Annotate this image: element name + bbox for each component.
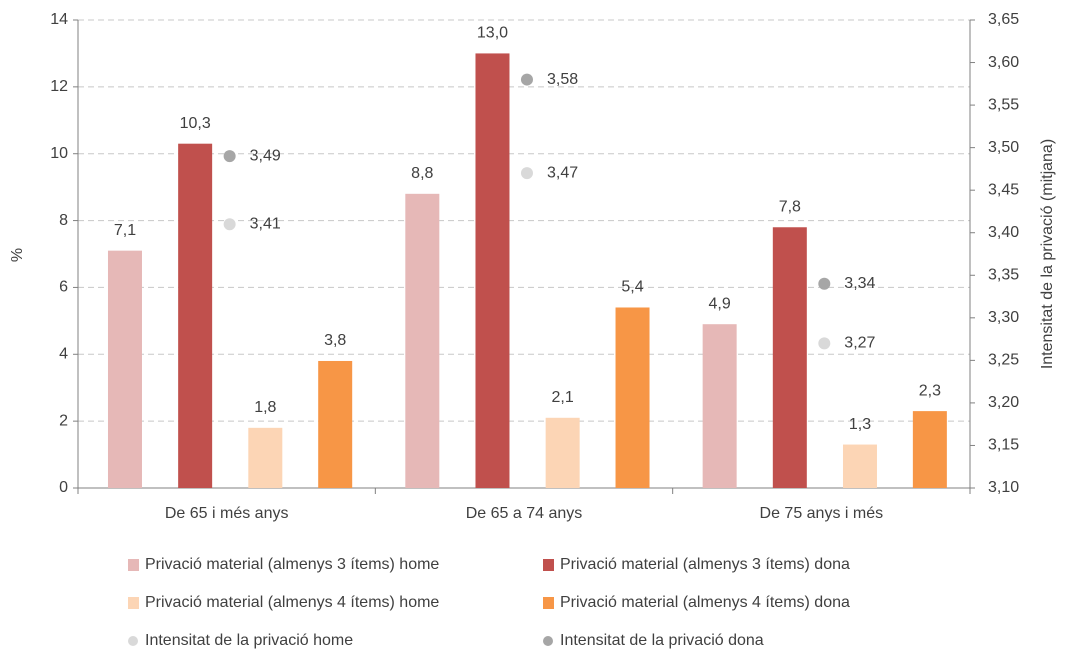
- y2-tick-label: 3,15: [988, 437, 1019, 454]
- data-label: 2,1: [552, 389, 574, 406]
- data-label: 10,3: [180, 115, 211, 132]
- data-label: 2,3: [919, 382, 941, 399]
- legend-marker: [543, 559, 554, 571]
- legend-marker: [128, 636, 138, 646]
- legend-label: Intensitat de la privació home: [145, 632, 353, 649]
- data-label: 3,8: [324, 332, 346, 349]
- y2-tick-label: 3,10: [988, 479, 1019, 496]
- data-label: 4,9: [709, 295, 731, 312]
- bar: [545, 417, 580, 488]
- legend-marker: [543, 597, 554, 609]
- y-axis-title: %: [9, 248, 26, 262]
- legend-label: Privació material (almenys 4 ítems) dona: [560, 594, 850, 611]
- y-tick-label: 14: [50, 11, 68, 28]
- legend-marker: [128, 597, 139, 609]
- data-label: 3,58: [547, 71, 578, 88]
- bar: [248, 427, 283, 488]
- data-label: 5,4: [621, 279, 643, 296]
- data-label: 7,8: [779, 198, 801, 215]
- data-label: 1,3: [849, 416, 871, 433]
- bar: [475, 53, 510, 489]
- y2-tick-label: 3,45: [988, 181, 1019, 198]
- y-tick-label: 12: [50, 78, 68, 95]
- data-label: 8,8: [411, 165, 433, 182]
- y2-tick-label: 3,60: [988, 54, 1019, 71]
- dot: [223, 218, 236, 231]
- y2-tick-label: 3,50: [988, 139, 1019, 156]
- data-label: 3,34: [844, 275, 875, 292]
- bar: [318, 360, 353, 488]
- dot: [520, 73, 533, 86]
- y-tick-label: 0: [59, 479, 68, 496]
- data-label: 3,47: [547, 164, 578, 181]
- bar: [615, 307, 650, 488]
- y-tick-label: 10: [50, 145, 68, 162]
- y-tick-label: 8: [59, 212, 68, 229]
- bar: [107, 250, 142, 488]
- y-tick-label: 4: [59, 346, 68, 363]
- y2-tick-label: 3,35: [988, 266, 1019, 283]
- y-tick-label: 6: [59, 279, 68, 296]
- y-tick-label: 2: [59, 412, 68, 429]
- bar: [842, 444, 877, 488]
- legend-marker: [128, 559, 139, 571]
- y2-axis-title: Intensitat de la privació (mitjana): [1039, 139, 1056, 369]
- bar: [702, 324, 737, 488]
- dot: [520, 167, 533, 180]
- y2-tick-label: 3,20: [988, 394, 1019, 411]
- x-tick-label: De 75 anys i més: [760, 505, 884, 522]
- x-tick-label: De 65 i més anys: [165, 505, 289, 522]
- dot: [818, 277, 831, 290]
- dot: [818, 337, 831, 350]
- y2-tick-label: 3,40: [988, 224, 1019, 241]
- bar: [405, 193, 440, 489]
- y2-tick-label: 3,30: [988, 309, 1019, 326]
- legend-label: Privació material (almenys 3 ítems) home: [145, 556, 439, 573]
- data-label: 3,49: [250, 147, 281, 164]
- y2-tick-label: 3,65: [988, 11, 1019, 28]
- data-label: 3,41: [250, 215, 281, 232]
- y2-tick-label: 3,25: [988, 352, 1019, 369]
- x-tick-label: De 65 a 74 anys: [466, 505, 583, 522]
- data-label: 3,27: [844, 335, 875, 352]
- legend-label: Privació material (almenys 4 ítems) home: [145, 594, 439, 611]
- legend-label: Privació material (almenys 3 ítems) dona: [560, 556, 850, 573]
- data-label: 13,0: [477, 25, 508, 42]
- y2-tick-label: 3,55: [988, 96, 1019, 113]
- bar: [178, 143, 213, 488]
- legend-label: Intensitat de la privació dona: [560, 632, 764, 649]
- data-label: 1,8: [254, 399, 276, 416]
- dot: [223, 150, 236, 163]
- bar: [772, 227, 807, 488]
- legend-marker: [543, 636, 553, 646]
- data-label: 7,1: [114, 222, 136, 239]
- bar: [912, 411, 947, 488]
